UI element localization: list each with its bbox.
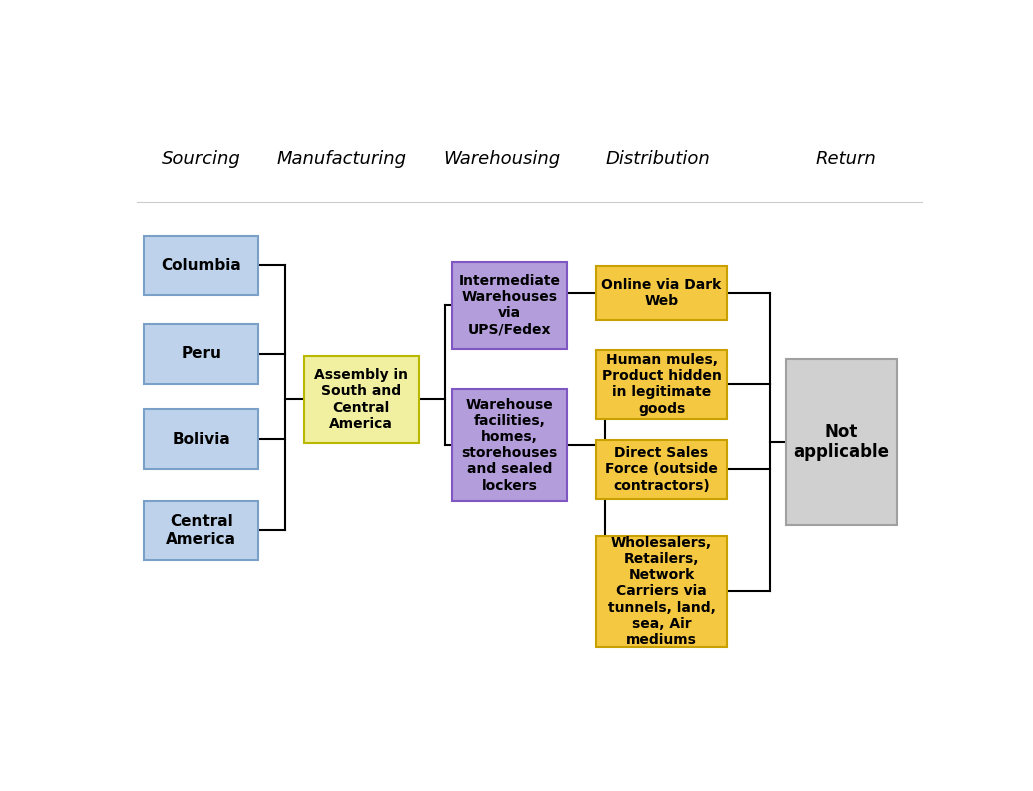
- Text: Manufacturing: Manufacturing: [276, 149, 406, 168]
- Text: Central
America: Central America: [166, 514, 237, 547]
- Text: Sourcing: Sourcing: [162, 149, 241, 168]
- FancyBboxPatch shape: [596, 266, 727, 320]
- Text: Direct Sales
Force (outside
contractors): Direct Sales Force (outside contractors): [605, 446, 718, 493]
- FancyBboxPatch shape: [144, 501, 258, 560]
- Text: Bolivia: Bolivia: [173, 432, 230, 447]
- FancyBboxPatch shape: [596, 536, 727, 647]
- Text: Wholesalers,
Retailers,
Network
Carriers via
tunnels, land,
sea, Air
mediums: Wholesalers, Retailers, Network Carriers…: [607, 536, 716, 647]
- FancyBboxPatch shape: [452, 389, 567, 501]
- FancyBboxPatch shape: [144, 324, 258, 384]
- FancyBboxPatch shape: [596, 350, 727, 418]
- FancyBboxPatch shape: [596, 440, 727, 499]
- Text: Intermediate
Warehouses
via
UPS/Fedex: Intermediate Warehouses via UPS/Fedex: [459, 274, 560, 336]
- FancyBboxPatch shape: [452, 262, 567, 349]
- Text: Warehousing: Warehousing: [443, 149, 560, 168]
- Text: Peru: Peru: [181, 346, 221, 361]
- Text: Warehouse
facilities,
homes,
storehouses
and sealed
lockers: Warehouse facilities, homes, storehouses…: [462, 398, 558, 493]
- FancyBboxPatch shape: [304, 356, 418, 443]
- Text: Online via Dark
Web: Online via Dark Web: [601, 278, 722, 308]
- FancyBboxPatch shape: [144, 236, 258, 295]
- FancyBboxPatch shape: [786, 359, 897, 525]
- Text: Human mules,
Product hidden
in legitimate
goods: Human mules, Product hidden in legitimat…: [601, 353, 721, 415]
- FancyBboxPatch shape: [144, 409, 258, 469]
- Text: Columbia: Columbia: [161, 258, 241, 273]
- Text: Assembly in
South and
Central
America: Assembly in South and Central America: [314, 368, 408, 431]
- Text: Return: Return: [815, 149, 876, 168]
- Text: Distribution: Distribution: [605, 149, 710, 168]
- Text: Not
applicable: Not applicable: [793, 422, 889, 461]
